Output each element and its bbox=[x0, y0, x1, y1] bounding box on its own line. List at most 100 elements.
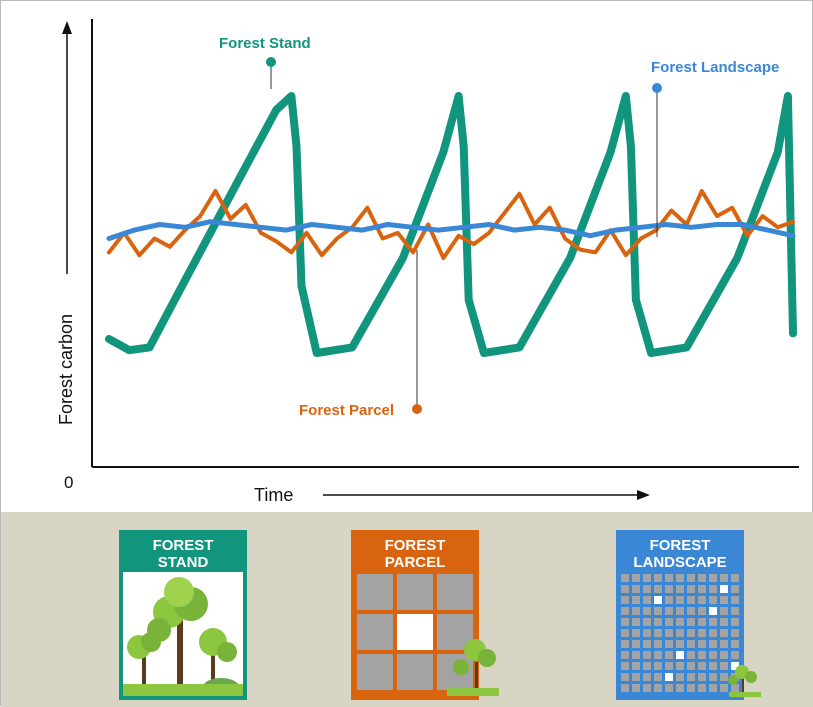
landscape-cell bbox=[632, 673, 640, 681]
origin-label: 0 bbox=[64, 473, 73, 492]
x-axis-label: Time bbox=[254, 485, 293, 505]
landscape-cell bbox=[654, 574, 662, 582]
landscape-cell bbox=[731, 684, 739, 692]
landscape-cell bbox=[643, 618, 651, 626]
landscape-cell bbox=[621, 618, 629, 626]
landscape-cell bbox=[687, 618, 695, 626]
scale-icons: FOREST STAND bbox=[119, 530, 761, 700]
forest-stand-card-line2: STAND bbox=[158, 554, 209, 571]
landscape-cell bbox=[720, 618, 728, 626]
landscape-cell bbox=[698, 673, 706, 681]
landscape-cell bbox=[709, 596, 717, 604]
landscape-cell bbox=[643, 640, 651, 648]
landscape-cell bbox=[621, 585, 629, 593]
landscape-cell bbox=[676, 574, 684, 582]
landscape-cell bbox=[676, 651, 684, 659]
landscape-cell bbox=[643, 607, 651, 615]
parcel-cell bbox=[397, 574, 433, 610]
landscape-cell bbox=[698, 618, 706, 626]
landscape-cell bbox=[665, 640, 673, 648]
landscape-cell bbox=[731, 607, 739, 615]
landscape-cell bbox=[654, 684, 662, 692]
landscape-cell bbox=[665, 673, 673, 681]
landscape-cell bbox=[731, 585, 739, 593]
landscape-cell bbox=[720, 684, 728, 692]
landscape-cell bbox=[621, 607, 629, 615]
landscape-cell bbox=[698, 607, 706, 615]
landscape-cell bbox=[632, 596, 640, 604]
landscape-cell bbox=[654, 662, 662, 670]
scale-panel: FOREST STAND bbox=[1, 512, 813, 707]
landscape-cell bbox=[709, 673, 717, 681]
landscape-cell bbox=[676, 596, 684, 604]
landscape-cell bbox=[654, 629, 662, 637]
landscape-cell bbox=[720, 651, 728, 659]
landscape-cell bbox=[676, 618, 684, 626]
landscape-cell bbox=[632, 618, 640, 626]
landscape-cell bbox=[720, 673, 728, 681]
forest-stand-card: FOREST STAND bbox=[119, 530, 247, 700]
series-line-forest-landscape bbox=[106, 219, 796, 241]
series-layer bbox=[105, 92, 797, 357]
parcel-cell bbox=[357, 654, 393, 690]
callout-forest-landscape: Forest Landscape bbox=[651, 59, 779, 237]
landscape-cell bbox=[621, 574, 629, 582]
landscape-cell bbox=[720, 640, 728, 648]
landscape-cell bbox=[687, 662, 695, 670]
landscape-cell bbox=[643, 596, 651, 604]
landscape-cell bbox=[698, 640, 706, 648]
forest-carbon-chart: Forest carbon Time 0 Forest Stand Forest… bbox=[56, 19, 799, 505]
landscape-cell bbox=[665, 596, 673, 604]
landscape-cell bbox=[676, 640, 684, 648]
landscape-cell bbox=[654, 618, 662, 626]
landscape-cell bbox=[720, 629, 728, 637]
landscape-cell bbox=[632, 629, 640, 637]
landscape-cell bbox=[665, 618, 673, 626]
landscape-cell bbox=[676, 684, 684, 692]
landscape-cell bbox=[709, 651, 717, 659]
legend-label-forest-stand: Forest Stand bbox=[219, 35, 311, 52]
landscape-cell bbox=[698, 585, 706, 593]
landscape-cell bbox=[709, 640, 717, 648]
landscape-cell bbox=[632, 640, 640, 648]
landscape-cell bbox=[687, 629, 695, 637]
landscape-cell bbox=[720, 662, 728, 670]
landscape-cell bbox=[720, 585, 728, 593]
landscape-cell bbox=[621, 596, 629, 604]
landscape-cell bbox=[720, 596, 728, 604]
parcel-cell bbox=[357, 574, 393, 610]
landscape-cell bbox=[676, 662, 684, 670]
parcel-cell bbox=[437, 574, 473, 610]
parcel-cell bbox=[397, 614, 433, 650]
landscape-cell bbox=[698, 651, 706, 659]
landscape-cell bbox=[731, 651, 739, 659]
landscape-cell bbox=[698, 629, 706, 637]
landscape-cell bbox=[709, 574, 717, 582]
landscape-cell bbox=[654, 585, 662, 593]
landscape-cell bbox=[632, 662, 640, 670]
landscape-cell bbox=[698, 684, 706, 692]
landscape-cell bbox=[709, 629, 717, 637]
parcel-tree-icon bbox=[447, 639, 499, 696]
landscape-cell bbox=[687, 574, 695, 582]
y-axis-label: Forest carbon bbox=[56, 314, 76, 425]
landscape-cell bbox=[687, 585, 695, 593]
landscape-cell bbox=[665, 629, 673, 637]
landscape-cell bbox=[720, 607, 728, 615]
landscape-grid bbox=[621, 574, 739, 692]
landscape-cell bbox=[687, 596, 695, 604]
landscape-cell bbox=[654, 651, 662, 659]
landscape-cell bbox=[632, 585, 640, 593]
series-line-forest-parcel bbox=[107, 189, 795, 260]
landscape-cell bbox=[687, 651, 695, 659]
landscape-cell bbox=[687, 640, 695, 648]
landscape-cell bbox=[621, 673, 629, 681]
legend-label-forest-landscape: Forest Landscape bbox=[651, 59, 779, 76]
landscape-cell bbox=[676, 673, 684, 681]
landscape-cell bbox=[709, 684, 717, 692]
landscape-cell bbox=[643, 673, 651, 681]
forest-stand-card-line1: FOREST bbox=[153, 537, 214, 554]
callout-forest-stand: Forest Stand bbox=[219, 35, 311, 89]
landscape-cell bbox=[731, 640, 739, 648]
